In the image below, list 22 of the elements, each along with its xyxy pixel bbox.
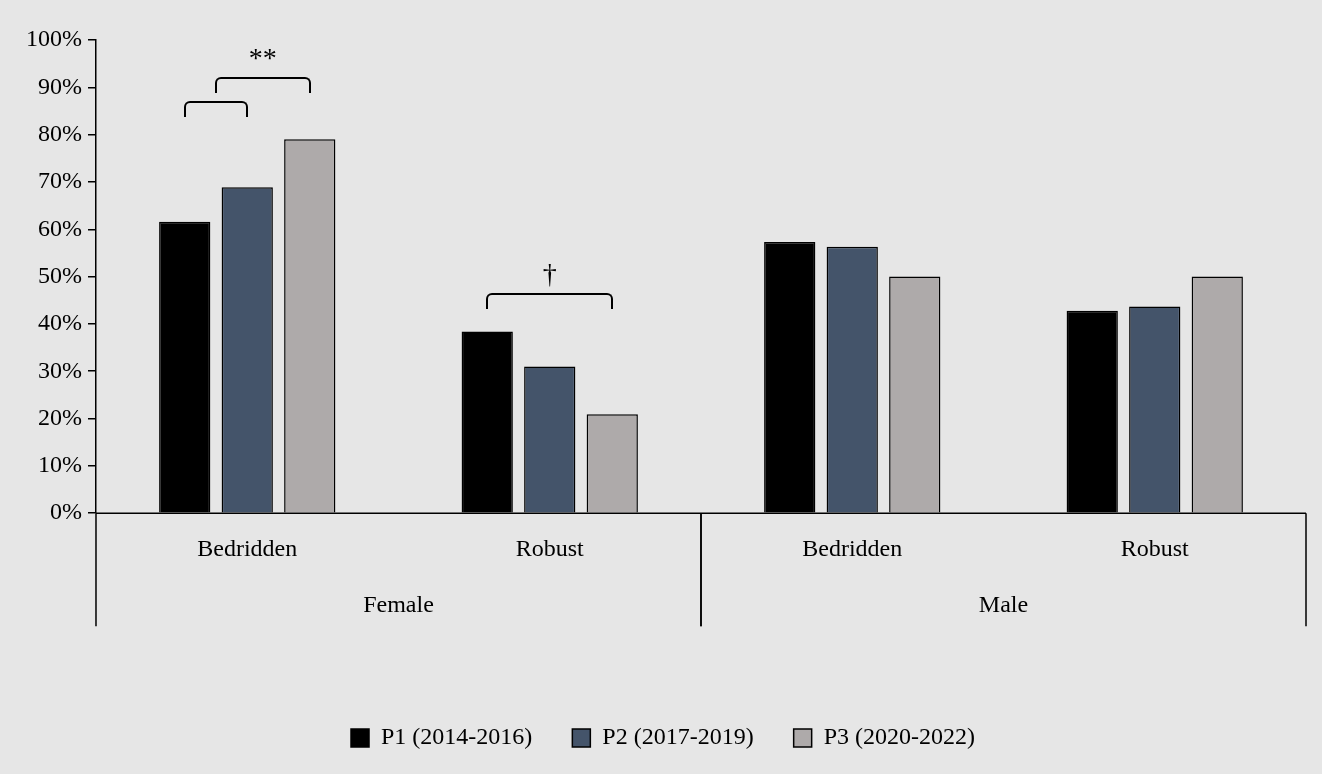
y-tick-label: 10% bbox=[37, 451, 82, 478]
y-tick-label: 90% bbox=[37, 72, 82, 99]
y-tick-label: 30% bbox=[37, 356, 82, 383]
y-tick-label: 80% bbox=[37, 119, 82, 146]
y-tick-label: 100% bbox=[25, 25, 82, 52]
y-tick-label: 50% bbox=[37, 261, 82, 288]
annotation: ** bbox=[248, 41, 277, 73]
annotation: † bbox=[542, 257, 557, 289]
x-tick-label: Bedridden bbox=[197, 534, 298, 561]
y-tick-label: 70% bbox=[37, 167, 82, 194]
y-tick-label: 20% bbox=[37, 403, 82, 430]
y-tick-label: 0% bbox=[49, 498, 82, 525]
legend-label: P2 (2017-2019) bbox=[602, 723, 754, 750]
x-tick-label: Robust bbox=[515, 534, 585, 561]
x-tick-label: Robust bbox=[1120, 534, 1190, 561]
legend-label: P3 (2020-2022) bbox=[823, 723, 975, 750]
y-tick-label: 40% bbox=[37, 309, 82, 336]
legend-label: P1 (2014-2016) bbox=[381, 723, 533, 750]
text: Female bbox=[363, 591, 434, 618]
y-tick-label: 60% bbox=[37, 214, 82, 241]
x-tick-label: Bedridden bbox=[802, 534, 903, 561]
text: Male bbox=[978, 591, 1029, 618]
